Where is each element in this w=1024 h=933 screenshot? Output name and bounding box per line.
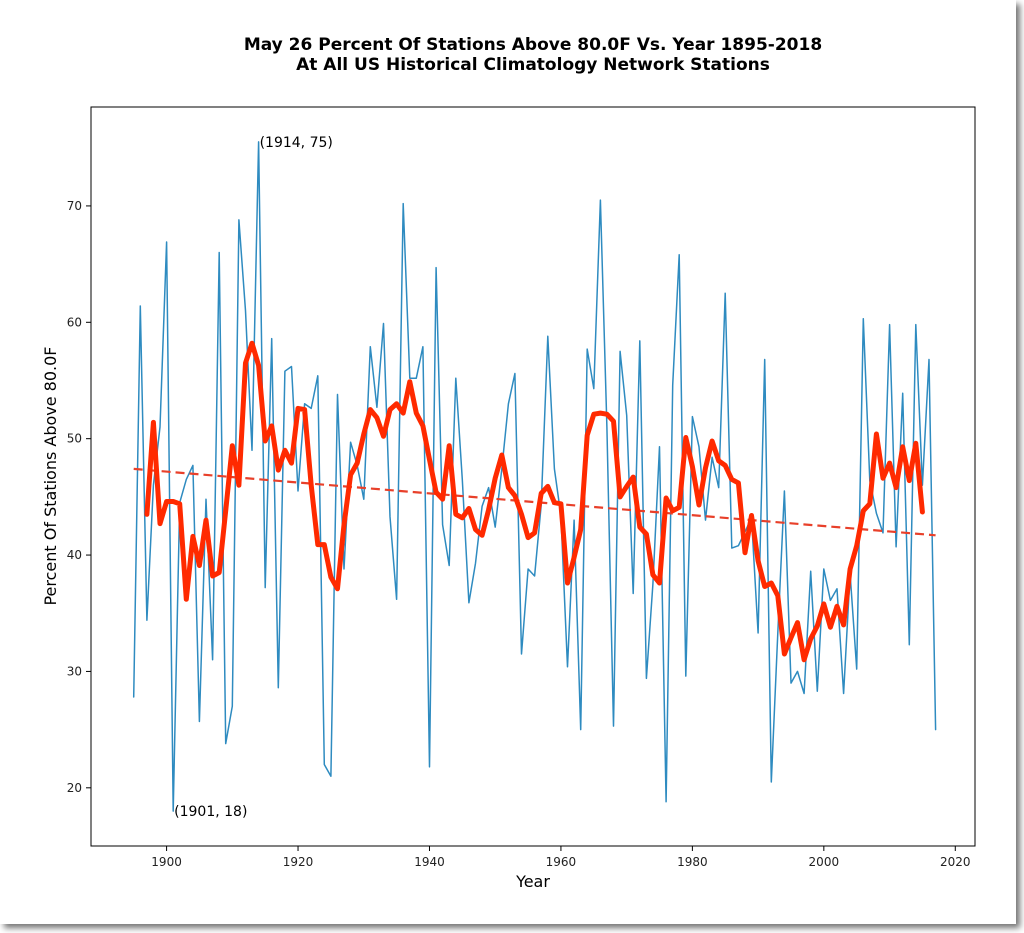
x-tick-label: 2000 xyxy=(809,855,840,869)
x-axis-label: Year xyxy=(515,872,550,891)
chart-subtitle: At All US Historical Climatology Network… xyxy=(296,55,770,75)
chart-title: May 26 Percent Of Stations Above 80.0F V… xyxy=(244,35,822,55)
y-tick-label: 40 xyxy=(67,548,82,562)
annotation-label: (1901, 18) xyxy=(174,804,247,820)
series-line-linear-trend xyxy=(133,467,936,537)
plot-frame xyxy=(90,106,976,847)
x-tick-label: 1940 xyxy=(414,855,445,869)
x-tick-label: 1900 xyxy=(151,855,182,869)
x-tick-label: 2020 xyxy=(940,855,971,869)
x-axis: 1900 1920 1940 1960 1980 2000 2020 xyxy=(151,846,971,869)
series-line-annual xyxy=(132,141,937,812)
y-tick-label: 20 xyxy=(67,781,82,795)
series-line-moving-average xyxy=(144,340,925,663)
x-tick-label: 1980 xyxy=(677,855,708,869)
x-tick-label: 1920 xyxy=(283,855,314,869)
y-tick-label: 60 xyxy=(67,315,82,329)
x-tick-label: 1960 xyxy=(546,855,577,869)
annotation-label: (1914, 75) xyxy=(260,135,333,151)
plot-area xyxy=(132,141,937,812)
annotations: (1914, 75) (1901, 18) xyxy=(174,135,333,820)
y-tick-label: 50 xyxy=(67,432,82,446)
y-axis-label: Percent Of Stations Above 80.0F xyxy=(41,346,60,605)
y-axis: 20 30 40 50 60 70 xyxy=(67,199,91,795)
y-tick-label: 30 xyxy=(67,664,82,678)
y-tick-label: 70 xyxy=(67,199,82,213)
